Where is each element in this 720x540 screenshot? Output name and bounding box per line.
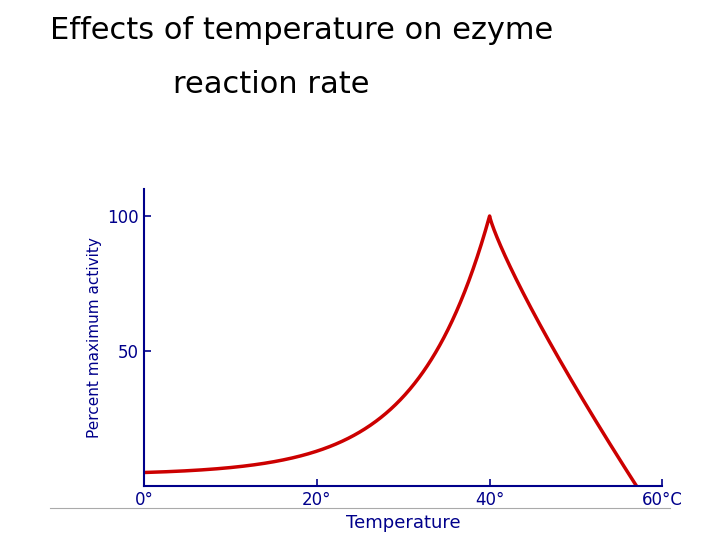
Text: reaction rate: reaction rate <box>173 70 369 99</box>
Y-axis label: Percent maximum activity: Percent maximum activity <box>87 237 102 438</box>
Text: Effects of temperature on ezyme: Effects of temperature on ezyme <box>50 16 554 45</box>
X-axis label: Temperature: Temperature <box>346 515 461 532</box>
